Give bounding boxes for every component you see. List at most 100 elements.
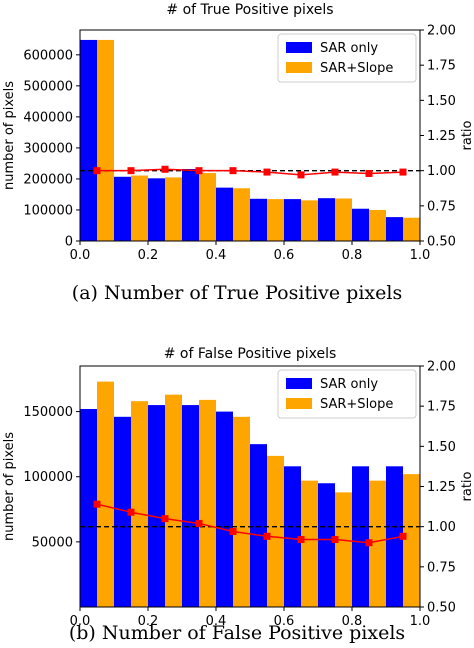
bar-sar-slope-6	[301, 200, 318, 241]
bar-sar-slope-2	[165, 177, 182, 241]
y-tick-label-4: 400000	[23, 110, 73, 125]
bar-sar-slope-1	[131, 175, 148, 241]
x-tick-label-3: 0.6	[274, 614, 295, 629]
ratio-point-4	[229, 527, 237, 535]
bar-sar-only-0	[80, 39, 97, 241]
y2-tick-label-2: 1.00	[427, 520, 456, 535]
legend-swatch-0	[286, 378, 312, 389]
y-axis-label: number of pixels	[2, 81, 17, 190]
x-tick-label-2: 0.4	[206, 614, 227, 629]
bar-sar-only-6	[284, 199, 301, 241]
ratio-point-8	[365, 539, 373, 547]
ratio-point-1	[127, 508, 135, 516]
ratio-point-0	[93, 500, 101, 508]
legend-swatch-0	[286, 42, 312, 53]
bar-sar-only-7	[318, 483, 335, 607]
y2-tick-label-5: 1.75	[427, 400, 456, 415]
bar-sar-slope-7	[335, 492, 352, 607]
x-tick-label-3: 0.6	[274, 248, 295, 263]
y-tick-label-3: 300000	[23, 141, 73, 156]
legend-box	[277, 369, 417, 419]
x-tick-label-5: 1.0	[410, 614, 431, 629]
y-tick-label-2: 200000	[23, 172, 73, 187]
legend-label-1: SAR+Slope	[320, 61, 393, 76]
x-tick-label-4: 0.8	[342, 248, 363, 263]
bar-sar-slope-5	[267, 455, 284, 607]
legend: SAR only SAR+Slope	[277, 369, 417, 419]
ratio-point-0	[93, 167, 101, 175]
bar-sar-only-0	[80, 408, 97, 607]
bar-sar-slope-4	[233, 416, 250, 607]
ratio-point-9	[399, 168, 407, 176]
chart-title: # of True Positive pixels	[166, 2, 333, 18]
y-tick-label-0: 0	[65, 235, 73, 250]
ratio-line	[97, 168, 404, 176]
x-tick-label-1: 0.2	[138, 614, 159, 629]
bar-sar-only-5	[250, 198, 267, 241]
bar-sar-slope-6	[301, 480, 318, 607]
legend-label-1: SAR+Slope	[320, 397, 393, 412]
y2-tick-label-5: 1.75	[427, 59, 456, 74]
y2-axis-label: ratio	[460, 120, 474, 150]
bar-sar-only-1	[114, 416, 131, 607]
ratio-point-5	[263, 532, 271, 540]
bar-sar-only-2	[148, 178, 165, 241]
ratio-point-2	[161, 165, 169, 173]
bar-sar-slope-3	[199, 173, 216, 241]
x-tick-label-2: 0.4	[206, 248, 227, 263]
y2-tick-label-3: 1.25	[427, 129, 456, 144]
legend-box	[277, 33, 417, 83]
bar-sar-slope-9	[403, 474, 420, 607]
bar-sar-slope-0	[97, 39, 114, 241]
chart-title: # of False Positive pixels	[164, 346, 337, 362]
legend-label-0: SAR only	[320, 41, 378, 56]
ratio-point-3	[195, 167, 203, 175]
bar-sar-slope-8	[369, 209, 386, 241]
bar-sar-slope-3	[199, 399, 216, 607]
y-axis-label: number of pixels	[2, 432, 17, 541]
ratio-point-6	[297, 171, 305, 179]
ratio-point-2	[161, 515, 169, 523]
y2-tick-label-1: 0.75	[427, 199, 456, 214]
y2-tick-label-0: 0.50	[427, 601, 456, 616]
bar-sar-only-7	[318, 198, 335, 241]
bar-sar-slope-0	[97, 381, 114, 607]
y2-tick-label-1: 0.75	[427, 560, 456, 575]
bar-sar-only-4	[216, 411, 233, 607]
bar-sar-slope-9	[403, 217, 420, 241]
figure-caption: (b) Number of False Positive pixels	[69, 622, 405, 644]
bar-sar-only-1	[114, 176, 131, 241]
bar-sar-slope-7	[335, 198, 352, 241]
bar-sar-only-2	[148, 405, 165, 607]
y2-tick-label-2: 1.00	[427, 164, 456, 179]
bar-sar-only-9	[386, 217, 403, 241]
ratio-point-4	[229, 167, 237, 175]
legend-swatch-1	[286, 62, 312, 73]
x-tick-label-5: 1.0	[410, 248, 431, 263]
x-tick-label-0: 0.0	[70, 614, 91, 629]
ratio-point-8	[365, 169, 373, 177]
bar-sar-only-8	[352, 208, 369, 241]
bar-sar-only-3	[182, 169, 199, 241]
y2-tick-label-0: 0.50	[427, 235, 456, 250]
bar-sar-only-9	[386, 466, 403, 607]
ratio-line	[96, 503, 404, 544]
x-tick-label-4: 0.8	[342, 614, 363, 629]
legend-swatch-1	[286, 398, 312, 409]
y2-tick-label-3: 1.25	[427, 480, 456, 495]
bar-sar-only-5	[250, 444, 267, 607]
y-tick-label-0: 50000	[32, 535, 73, 550]
ratio-point-5	[263, 168, 271, 176]
panel-false-positive: 0.0 0.2 0.4 0.6 0.8 1.0 50000 100000 150000 0.50 0…	[2, 346, 474, 644]
panel-true-positive: 0.0 0.2 0.4 0.6 0.8 1.00100000200000300000400…	[2, 2, 474, 304]
ratio-point-9	[399, 532, 407, 540]
legend-label-0: SAR only	[320, 377, 378, 392]
y-tick-label-2: 150000	[23, 405, 73, 420]
y2-tick-label-6: 2.00	[427, 24, 456, 39]
x-tick-label-1: 0.2	[138, 248, 159, 263]
y-tick-label-1: 100000	[23, 203, 73, 218]
bar-sar-slope-2	[165, 394, 182, 607]
legend: SAR only SAR+Slope	[277, 33, 417, 83]
ratio-point-3	[195, 519, 203, 527]
